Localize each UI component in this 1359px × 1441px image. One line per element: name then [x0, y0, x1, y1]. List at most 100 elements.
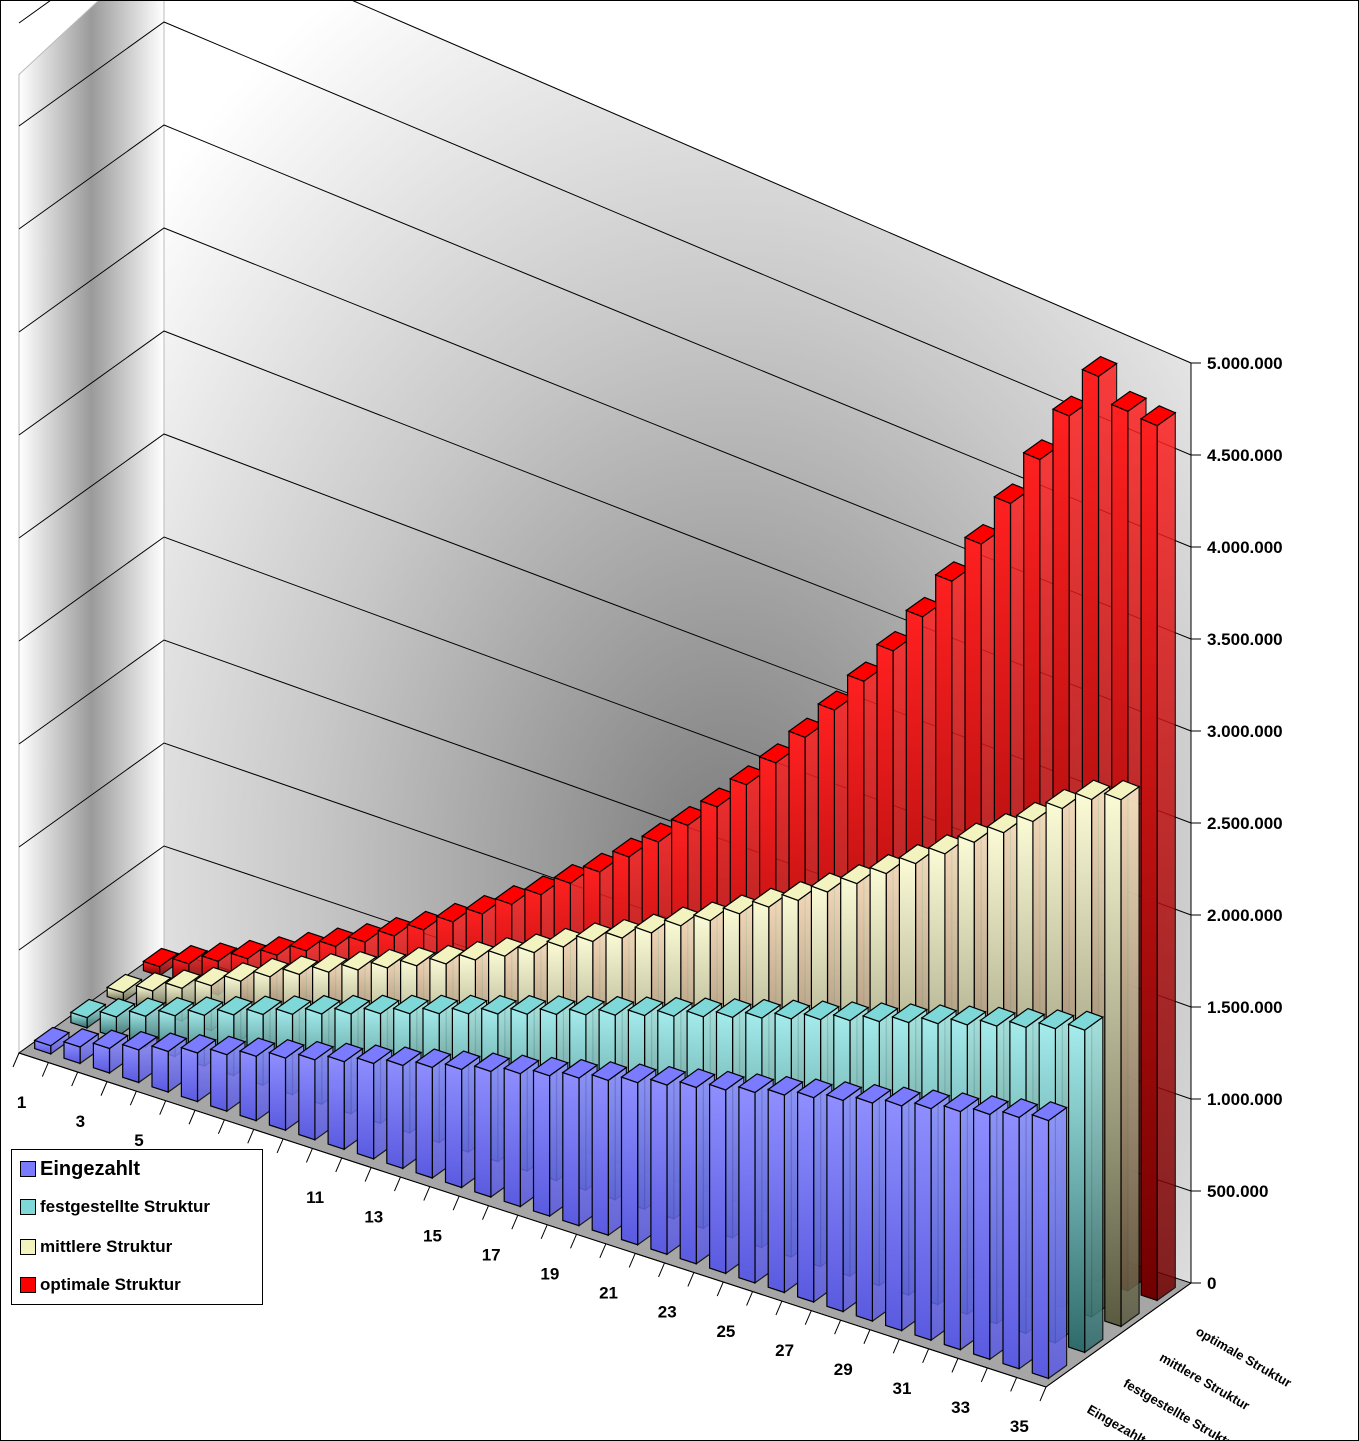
- bar-top: [164, 969, 202, 989]
- y-tick-label: 1.500.000: [1207, 998, 1283, 1017]
- x-tick-mark: [1039, 1386, 1047, 1402]
- bar-top: [171, 944, 209, 965]
- bar-front: [298, 1053, 316, 1141]
- x-tick-label: 13: [364, 1207, 383, 1226]
- y-tick-label: 0: [1207, 1274, 1216, 1293]
- bar-top: [370, 948, 407, 969]
- x-tick-label: 27: [775, 1341, 794, 1360]
- bar-top: [678, 1068, 716, 1089]
- bar-top: [180, 1034, 217, 1054]
- bar-top: [451, 994, 488, 1015]
- bar-front: [708, 1083, 727, 1275]
- bar-top: [972, 1095, 1010, 1116]
- bar: [98, 998, 136, 1039]
- x-tick-mark: [892, 1339, 900, 1354]
- y-tick-label: 4.500.000: [1207, 446, 1283, 465]
- bar-front: [1067, 1023, 1086, 1354]
- bar-top: [744, 998, 782, 1019]
- bar-front: [679, 1081, 697, 1265]
- bar-front: [474, 1065, 492, 1198]
- x-tick-mark: [129, 1090, 137, 1106]
- bar-top: [979, 1006, 1017, 1027]
- x-tick-mark: [305, 1148, 313, 1163]
- legend-item-eingezahlt: Eingezahlt: [20, 1154, 140, 1184]
- bar-front: [620, 1076, 639, 1246]
- bar-top: [444, 1050, 481, 1071]
- legend-swatch-festgestellte-struktur: [20, 1199, 36, 1215]
- bar-top: [1139, 405, 1177, 427]
- x-tick-mark: [12, 1052, 20, 1068]
- bar-top: [392, 994, 430, 1015]
- x-tick-mark: [217, 1119, 225, 1134]
- bar-top: [98, 998, 136, 1018]
- legend: Eingezahlt festgestellte Struktur mittle…: [11, 1149, 263, 1305]
- x-tick-mark: [71, 1071, 79, 1087]
- x-tick-mark: [41, 1062, 49, 1077]
- x-tick-label: 1: [17, 1093, 26, 1112]
- bar-front: [1104, 792, 1122, 1328]
- bar-front: [826, 1093, 844, 1313]
- x-tick-label: 25: [716, 1322, 735, 1341]
- bar-top: [1008, 1007, 1046, 1029]
- bar-top: [509, 994, 547, 1015]
- y-tick-label: 5.000.000: [1207, 354, 1283, 373]
- bar-front: [650, 1078, 668, 1256]
- bar-top: [561, 1058, 599, 1079]
- bar-top: [414, 1048, 452, 1069]
- bar-top: [326, 1042, 364, 1063]
- x-tick-mark: [775, 1300, 783, 1316]
- x-tick-mark: [247, 1129, 255, 1144]
- y-tick-label: 2.500.000: [1207, 814, 1283, 833]
- bar-top: [620, 1063, 658, 1084]
- bar-top: [399, 946, 437, 967]
- bar-top: [252, 957, 290, 978]
- bar: [326, 1042, 364, 1151]
- x-tick-mark: [716, 1281, 724, 1297]
- bar: [62, 1028, 100, 1065]
- bar-front: [767, 1088, 786, 1294]
- legend-label-optimale-struktur: optimale Struktur: [40, 1275, 181, 1294]
- bar: [1067, 1010, 1105, 1354]
- side-wall: [18, 1, 165, 1054]
- bar-top: [627, 996, 664, 1017]
- bar-top: [245, 995, 283, 1016]
- bar-top: [150, 1032, 188, 1053]
- x-tick-mark: [511, 1215, 519, 1230]
- bar-top: [142, 947, 180, 968]
- legend-item-mittlere-struktur: mittlere Struktur: [20, 1232, 172, 1262]
- x-axis-line: [18, 1052, 1047, 1388]
- bar-top: [656, 996, 694, 1017]
- bar-top: [281, 955, 319, 976]
- x-tick-mark: [599, 1243, 607, 1259]
- bar-side: [1047, 1106, 1068, 1380]
- bar-top: [861, 1002, 899, 1023]
- bar-top: [421, 994, 459, 1015]
- legend-swatch-mittlere-struktur: [20, 1239, 36, 1255]
- x-tick-label: 31: [892, 1379, 911, 1398]
- bar-top: [597, 995, 635, 1016]
- bar-side: [1084, 1015, 1104, 1354]
- bar-top: [649, 1065, 687, 1086]
- bar-top: [297, 1040, 335, 1061]
- x-tick-mark: [951, 1358, 959, 1373]
- bar-top: [268, 1039, 306, 1059]
- bar-top: [92, 1029, 129, 1050]
- bar-top: [773, 999, 811, 1020]
- bar-top: [685, 997, 723, 1018]
- bar-front: [503, 1067, 521, 1208]
- y-tick-label: 1.000.000: [1207, 1090, 1283, 1109]
- bar: [69, 998, 107, 1030]
- legend-label-mittlere-struktur: mittlere Struktur: [40, 1237, 173, 1256]
- bar-top: [135, 972, 173, 992]
- bar-front: [1002, 1110, 1020, 1370]
- x-tick-mark: [570, 1234, 577, 1249]
- bar-top: [340, 950, 378, 971]
- bar-front: [1031, 1113, 1050, 1380]
- bar-top: [832, 1001, 870, 1022]
- bar-top: [238, 1037, 276, 1057]
- bar-top: [1067, 1010, 1105, 1031]
- bar-front: [532, 1069, 551, 1217]
- bar-front: [386, 1059, 404, 1170]
- bar-top: [1081, 355, 1118, 378]
